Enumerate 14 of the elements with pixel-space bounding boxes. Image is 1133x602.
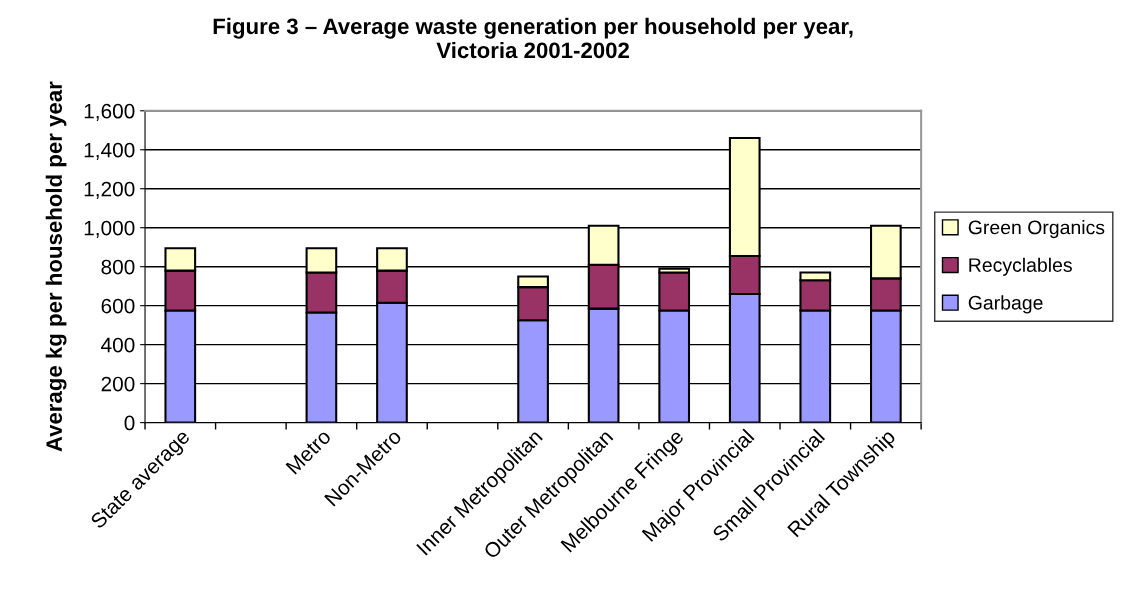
y-tick-label: 1,000 bbox=[84, 220, 135, 238]
chart-title: Figure 3 – Average waste generation per household per year, Victoria 2001-2002 bbox=[213, 17, 853, 59]
y-axis-title: Average kg per household per year bbox=[45, 81, 67, 452]
y-tick-label: 0 bbox=[124, 415, 135, 431]
y-tick-label: 200 bbox=[101, 376, 135, 392]
y-tick-label: 1,400 bbox=[84, 142, 135, 160]
y-tick-label: 1,200 bbox=[84, 181, 135, 199]
y-tick-label: 1,600 bbox=[84, 103, 135, 121]
y-tick-label: 400 bbox=[101, 337, 135, 353]
legend-label: Recyclables bbox=[969, 257, 1072, 276]
legend-label: Green Organics bbox=[968, 220, 1105, 239]
y-tick-label: 600 bbox=[101, 298, 135, 314]
legend-label: Garbage bbox=[968, 295, 1043, 314]
y-tick-label: 800 bbox=[101, 259, 135, 275]
